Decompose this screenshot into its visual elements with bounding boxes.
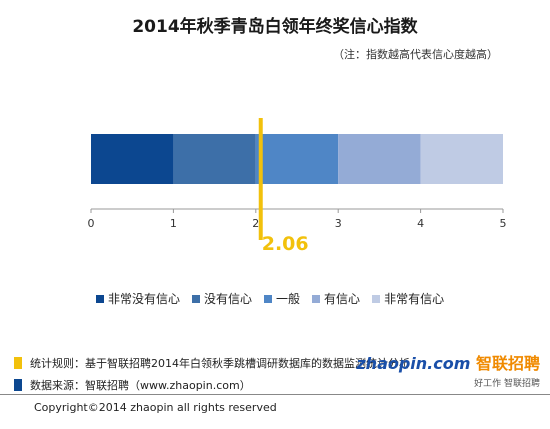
bar-segment-1 (173, 134, 256, 184)
logo-latin: zhaopin.com (356, 354, 471, 373)
legend-label: 没有信心 (204, 292, 253, 306)
bar-segment-3 (338, 134, 421, 184)
footnote-marker (14, 357, 22, 369)
legend-swatch (312, 294, 321, 303)
logo-tagline: 好工作 智联招聘 (474, 379, 540, 389)
footnote-text: 数据来源：智联招聘（www.zhaopin.com） (30, 379, 251, 392)
legend-label: 非常没有信心 (108, 292, 181, 306)
x-tick-label-1: 1 (170, 217, 177, 230)
footnotes: 统计规则：基于智联招聘2014年白领秋季跳槽调研数据库的数据监测统计分析 数据来源… (14, 352, 410, 396)
legend-swatch (372, 294, 381, 303)
bar-segment-4 (420, 134, 503, 184)
chart-canvas: 0 1 2 3 4 5 2.06 (88, 118, 507, 255)
divider (0, 394, 550, 395)
chart-legend: 非常没有信心 没有信心 一般 有信心 非常有信心 (96, 290, 444, 307)
logo-chinese: 智联招聘 (475, 354, 540, 373)
copyright: Copyright©2014 zhaopin all rights reserv… (34, 401, 277, 414)
legend-item-4: 非常有信心 (372, 290, 444, 307)
legend-item-1: 没有信心 (192, 290, 252, 307)
footnote-marker (14, 379, 22, 391)
legend-label: 非常有信心 (384, 292, 445, 306)
marker-value-label: 2.06 (262, 233, 309, 255)
footnote-1: 数据来源：智联招聘（www.zhaopin.com） (14, 374, 410, 396)
bar-segment-2 (255, 134, 339, 184)
footnote-text: 统计规则：基于智联招聘2014年白领秋季跳槽调研数据库的数据监测统计分析 (30, 357, 410, 370)
legend-item-2: 一般 (264, 290, 300, 307)
bar-segment-0 (91, 134, 174, 184)
chart-title: 2014年秋季青岛白领年终奖信心指数 (132, 17, 418, 37)
legend-swatch (96, 294, 104, 303)
legend-item-0: 非常没有信心 (96, 290, 180, 307)
footnote-0: 统计规则：基于智联招聘2014年白领秋季跳槽调研数据库的数据监测统计分析 (14, 352, 410, 374)
zhaopin-logo: zhaopin.com 智联招聘 好工作 智联招聘 (356, 350, 540, 389)
x-tick-label-5: 5 (500, 217, 507, 230)
legend-swatch (264, 294, 273, 303)
chart-note: （注：指数越高代表信心度越高） (333, 48, 498, 61)
legend-label: 有信心 (324, 292, 361, 306)
legend-item-3: 有信心 (312, 290, 360, 307)
x-tick-label-0: 0 (88, 217, 95, 230)
x-tick-label-4: 4 (417, 217, 424, 230)
legend-swatch (192, 294, 201, 303)
legend-label: 一般 (276, 292, 301, 306)
x-tick-label-2: 2 (252, 217, 259, 230)
x-tick-label-3: 3 (335, 217, 342, 230)
